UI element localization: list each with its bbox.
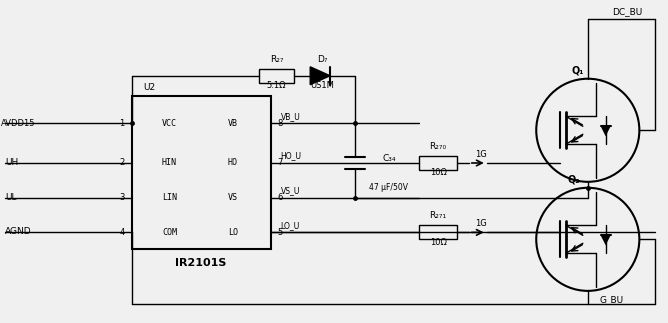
Text: COM: COM bbox=[162, 228, 177, 237]
Text: HO_U: HO_U bbox=[281, 151, 301, 161]
Text: 10Ω: 10Ω bbox=[430, 168, 446, 177]
Text: LO: LO bbox=[228, 228, 238, 237]
Text: VCC: VCC bbox=[162, 119, 177, 128]
Text: 4: 4 bbox=[120, 228, 125, 237]
Text: D₇: D₇ bbox=[317, 55, 327, 64]
Text: R₂₇₀: R₂₇₀ bbox=[430, 141, 447, 151]
Text: 2: 2 bbox=[120, 159, 125, 168]
Text: VS_U: VS_U bbox=[281, 186, 300, 195]
Text: 8: 8 bbox=[277, 119, 283, 128]
Polygon shape bbox=[310, 67, 330, 85]
Text: HIN: HIN bbox=[162, 159, 177, 168]
Bar bbox=[420, 156, 457, 170]
Text: LIN: LIN bbox=[162, 193, 177, 202]
Text: 47 μF/50V: 47 μF/50V bbox=[369, 183, 407, 192]
Text: G_BU: G_BU bbox=[600, 295, 624, 304]
Text: Q₁: Q₁ bbox=[572, 66, 584, 76]
Text: US1M: US1M bbox=[310, 81, 334, 90]
Text: C₃₄: C₃₄ bbox=[383, 153, 396, 162]
Text: VB_U: VB_U bbox=[281, 112, 300, 121]
Text: 3: 3 bbox=[120, 193, 125, 202]
Text: 7: 7 bbox=[277, 159, 283, 168]
Bar bbox=[132, 96, 271, 249]
Text: UH: UH bbox=[5, 158, 18, 167]
Text: 1G: 1G bbox=[475, 219, 486, 228]
Text: AVDD15: AVDD15 bbox=[1, 119, 35, 128]
Text: U2: U2 bbox=[144, 83, 156, 92]
Text: R₂₇₁: R₂₇₁ bbox=[430, 211, 447, 220]
Bar bbox=[420, 225, 457, 239]
Text: DC_BU: DC_BU bbox=[612, 7, 643, 16]
Text: HO: HO bbox=[228, 159, 238, 168]
Text: 5.1Ω: 5.1Ω bbox=[267, 81, 287, 90]
Bar bbox=[259, 69, 295, 83]
Text: Q₂: Q₂ bbox=[568, 175, 580, 185]
Text: R₂₇: R₂₇ bbox=[270, 55, 283, 64]
Text: 10Ω: 10Ω bbox=[430, 238, 446, 247]
Text: VB: VB bbox=[228, 119, 238, 128]
Text: AGND: AGND bbox=[5, 227, 31, 236]
Text: 5: 5 bbox=[277, 228, 283, 237]
Text: IR2101S: IR2101S bbox=[176, 258, 227, 268]
Text: 6: 6 bbox=[277, 193, 283, 202]
Text: LO_U: LO_U bbox=[281, 221, 300, 230]
Text: 1G: 1G bbox=[475, 150, 486, 159]
Text: VS: VS bbox=[228, 193, 238, 202]
Text: UL: UL bbox=[5, 193, 16, 202]
Text: 1: 1 bbox=[120, 119, 125, 128]
Polygon shape bbox=[601, 235, 611, 245]
Polygon shape bbox=[601, 126, 611, 136]
